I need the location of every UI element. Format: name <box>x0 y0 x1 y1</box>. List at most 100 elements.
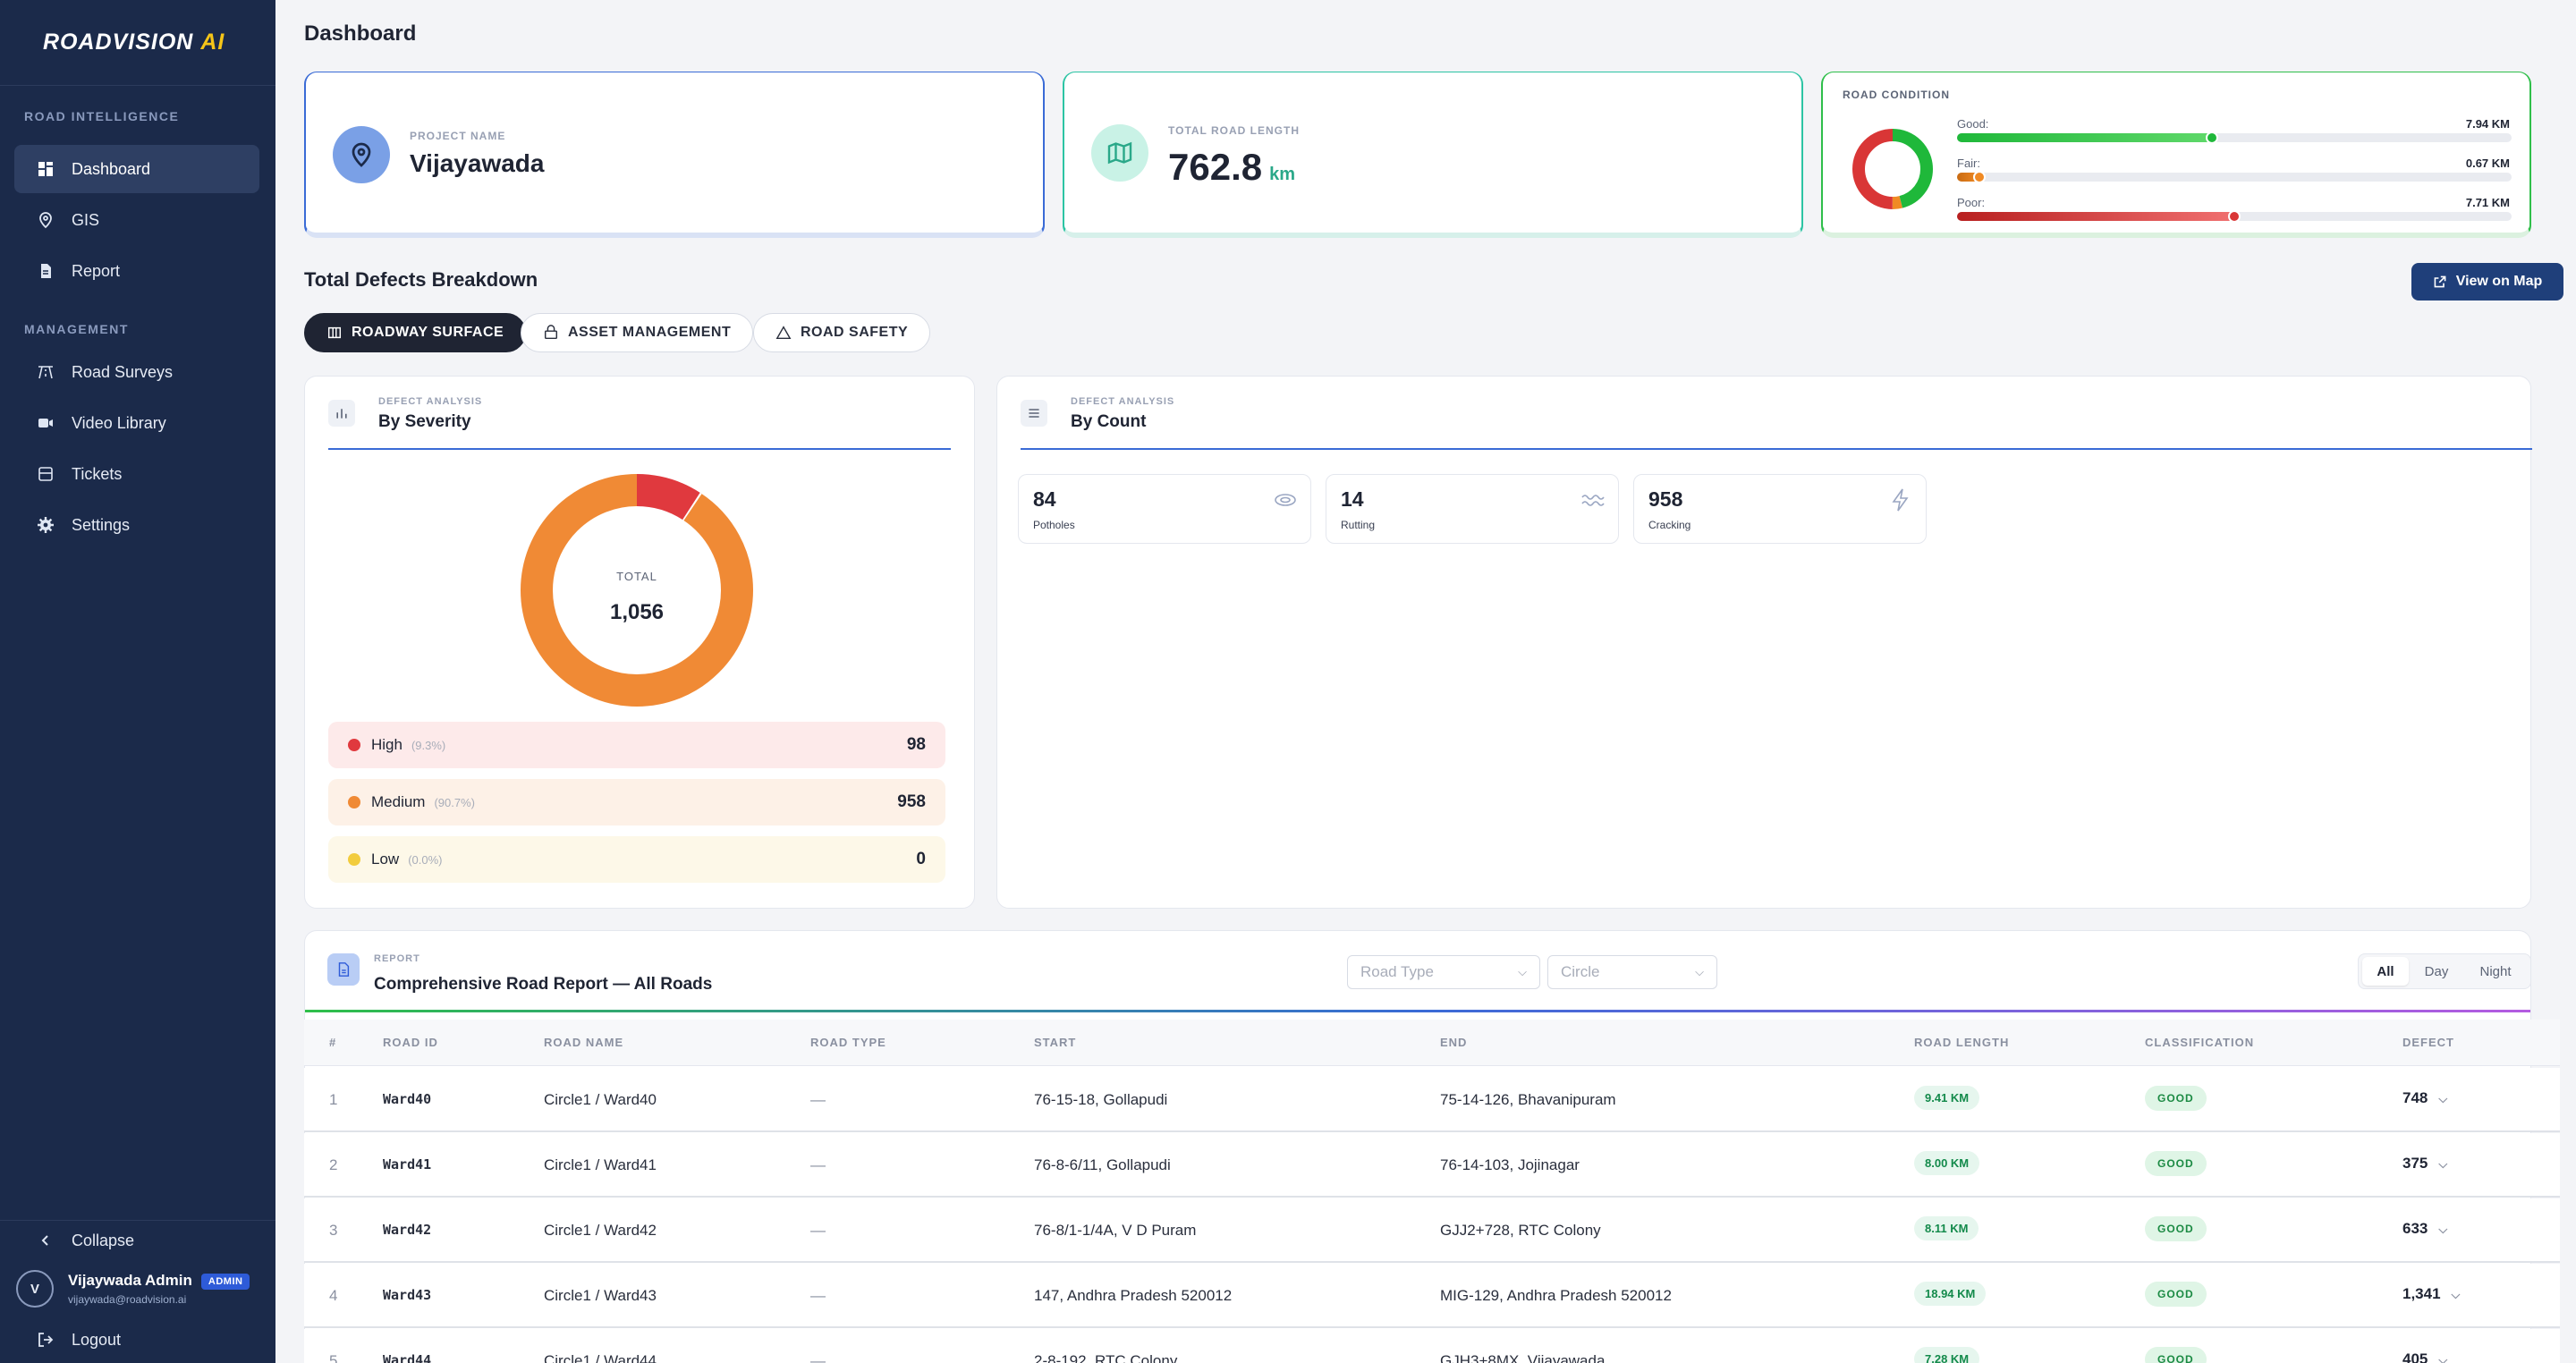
table-row[interactable]: 2 Ward41 Circle1 / Ward41 — 76-8-6/11, Golla… <box>304 1133 2560 1198</box>
asset-icon <box>544 325 558 340</box>
cell-defect[interactable]: 1,341 ⌵ <box>2402 1285 2460 1303</box>
condition-bar-fill <box>1957 133 2213 142</box>
collapse-button[interactable]: Collapse <box>14 1218 259 1263</box>
cell-defect[interactable]: 405 ⌵ <box>2402 1350 2447 1363</box>
ticket-icon <box>36 464 55 484</box>
pothole-icon <box>1275 494 1296 506</box>
cell-road-name: Circle1 / Ward41 <box>544 1156 657 1173</box>
severity-divider <box>328 448 951 450</box>
count-label: Cracking <box>1648 519 1691 531</box>
count-card: DEFECT ANALYSIS By Count <box>996 376 2532 909</box>
cell-road-type: — <box>810 1156 826 1173</box>
circle-select[interactable]: Circle ⌵ <box>1547 955 1717 989</box>
condition-name: Poor: <box>1957 196 1986 209</box>
location-pin-icon <box>333 126 390 183</box>
cell-defect[interactable]: 375 ⌵ <box>2402 1155 2447 1173</box>
avatar: V <box>16 1270 54 1308</box>
cell-index: 2 <box>329 1156 338 1173</box>
chevron-down-icon[interactable]: ⌵ <box>2438 1092 2448 1105</box>
severity-dot <box>348 739 360 751</box>
defect-value: 633 <box>2402 1220 2428 1237</box>
sidebar-item-dashboard[interactable]: Dashboard <box>14 145 259 193</box>
cell-defect[interactable]: 748 ⌵ <box>2402 1089 2447 1107</box>
condition-bar-track <box>1957 210 2512 223</box>
chevron-left-icon <box>36 1231 55 1250</box>
table-row[interactable]: 5 Ward44 Circle1 / Ward44 — 2-8-192, RTC Col… <box>304 1329 2560 1363</box>
list-icon <box>1021 400 1047 427</box>
sidebar-item-tickets[interactable]: Tickets <box>14 450 259 498</box>
sidebar-item-report[interactable]: Report <box>14 247 259 295</box>
count-divider <box>1021 448 2532 450</box>
cell-road-type: — <box>810 1091 826 1108</box>
logout-button[interactable]: Logout <box>14 1320 259 1359</box>
brand-suffix: AI <box>200 30 225 55</box>
logout-icon <box>36 1330 55 1350</box>
cell-road-type: — <box>810 1352 826 1363</box>
project-label: PROJECT NAME <box>410 130 506 142</box>
road-type-select[interactable]: Road Type ⌵ <box>1347 955 1540 989</box>
sidebar-item-gis[interactable]: GIS <box>14 196 259 244</box>
cell-road-type: — <box>810 1222 826 1239</box>
sidebar-item-label: Report <box>72 261 121 280</box>
project-card: PROJECT NAME Vijayawada <box>304 72 1045 238</box>
sidebar-item-video-library[interactable]: Video Library <box>14 399 259 447</box>
defects-title: Total Defects Breakdown <box>304 268 538 291</box>
severity-pct: (0.0%) <box>408 852 443 867</box>
cell-index: 3 <box>329 1222 338 1239</box>
main-content: Dashboard PROJECT NAME Vijayawada TOTAL … <box>275 0 2576 1363</box>
table-row[interactable]: 3 Ward42 Circle1 / Ward42 — 76-8/1-1/4A, V D… <box>304 1198 2560 1263</box>
cell-start: 76-8/1-1/4A, V D Puram <box>1034 1222 1197 1239</box>
user-profile[interactable]: V Vijaywada Admin ADMIN vijaywada@roadvis… <box>16 1270 250 1308</box>
report-accent-line <box>305 1010 2530 1012</box>
sidebar-item-road-surveys[interactable]: Road Surveys <box>14 348 259 396</box>
severity-value: 958 <box>897 792 926 811</box>
road-condition-donut <box>1852 129 1933 209</box>
sidebar-item-label: Tickets <box>72 464 123 483</box>
condition-value: 7.94 KM <box>2465 117 2510 131</box>
condition-bar-fill <box>1957 212 2234 221</box>
cell-start: 147, Andhra Pradesh 520012 <box>1034 1287 1233 1304</box>
road-condition-slice-2 <box>1852 129 1933 209</box>
brand-logo[interactable]: ROADVISION AI <box>0 0 275 86</box>
road-length-card: TOTAL ROAD LENGTH 762.8 km <box>1063 72 1803 238</box>
severity-row-high[interactable]: High (9.3%) 98 <box>328 722 945 768</box>
tab-road-safety[interactable]: ROAD SAFETY <box>753 313 931 352</box>
cell-road-name: Circle1 / Ward43 <box>544 1287 657 1304</box>
report-kicker: REPORT <box>374 953 420 964</box>
severity-value: 0 <box>916 850 926 868</box>
grid-icon <box>36 159 55 179</box>
tab-label: ROAD SAFETY <box>801 325 909 340</box>
condition-bar-track <box>1957 171 2512 183</box>
view-on-map-button[interactable]: View on Map <box>2411 263 2563 301</box>
count-kicker: DEFECT ANALYSIS <box>1071 396 1175 407</box>
filter-all[interactable]: All <box>2362 957 2409 986</box>
road-type-placeholder: Road Type <box>1360 963 1434 980</box>
condition-bar-marker <box>2228 210 2241 223</box>
count-item-cracking: 958 Cracking <box>1633 474 1927 544</box>
cell-index: 4 <box>329 1287 338 1304</box>
severity-row-low[interactable]: Low (0.0%) 0 <box>328 836 945 883</box>
filter-day[interactable]: Day <box>2424 963 2449 979</box>
chevron-down-icon[interactable]: ⌵ <box>2438 1223 2448 1236</box>
defect-value: 748 <box>2402 1089 2428 1106</box>
table-row[interactable]: 4 Ward43 Circle1 / Ward43 — 147, Andhra Prad… <box>304 1264 2560 1328</box>
table-row[interactable]: 1 Ward40 Circle1 / Ward40 — 76-15-18, Gollap… <box>304 1068 2560 1132</box>
defect-value: 1,341 <box>2402 1285 2441 1302</box>
cell-start: 2-8-192, RTC Colony <box>1034 1352 1178 1363</box>
cell-index: 1 <box>329 1091 338 1108</box>
count-title: By Count <box>1071 412 1147 431</box>
bar-chart-icon <box>328 400 355 427</box>
chevron-down-icon[interactable]: ⌵ <box>2451 1288 2461 1301</box>
waves-icon <box>1581 495 1605 506</box>
chevron-down-icon[interactable]: ⌵ <box>2438 1157 2448 1171</box>
severity-row-medium[interactable]: Medium (90.7%) 958 <box>328 779 945 825</box>
tab-roadway-surface[interactable]: ROADWAY SURFACE <box>304 313 527 352</box>
cell-road-length: 8.11 KM <box>1914 1216 1979 1240</box>
sidebar-item-settings[interactable]: Settings <box>14 501 259 549</box>
filter-night[interactable]: Night <box>2479 963 2512 979</box>
tab-asset-management[interactable]: ASSET MANAGEMENT <box>521 313 754 352</box>
gear-icon <box>36 515 55 535</box>
cell-start: 76-8-6/11, Gollapudi <box>1034 1156 1171 1173</box>
cell-defect[interactable]: 633 ⌵ <box>2402 1220 2447 1238</box>
chevron-down-icon[interactable]: ⌵ <box>2438 1353 2448 1363</box>
